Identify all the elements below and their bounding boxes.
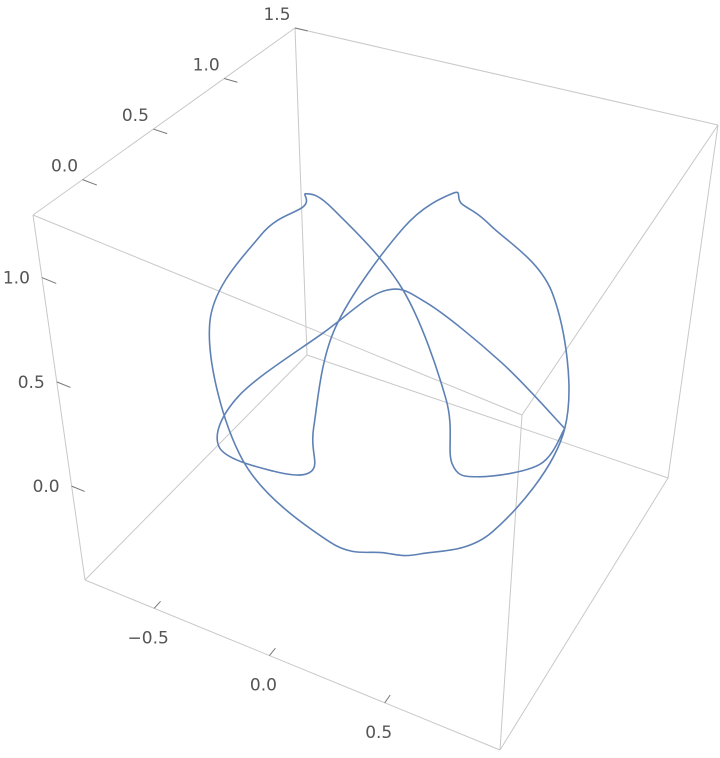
tick-label: 1.0	[193, 56, 220, 76]
tick-mark	[153, 601, 161, 609]
tick-label: −0.5	[128, 628, 169, 648]
box-edge	[32, 27, 296, 216]
tick-mark	[153, 128, 168, 135]
box-edge	[294, 27, 308, 356]
tick-mark	[294, 27, 308, 32]
box-edge	[306, 354, 669, 479]
tick-label: 1.0	[3, 269, 30, 289]
tick-label: 1.5	[263, 5, 290, 25]
tick-mark	[56, 381, 71, 388]
tick-label: 0.5	[18, 373, 45, 393]
tick-label: 0.0	[250, 676, 277, 696]
tick-label: 0.5	[365, 723, 392, 743]
tick-mark	[224, 78, 238, 83]
tick-mark	[82, 179, 98, 186]
box-edge	[32, 214, 86, 581]
box-edge	[84, 579, 501, 751]
box-edge	[84, 354, 308, 581]
box-edge	[499, 477, 669, 751]
tick-label: 0.0	[33, 477, 60, 497]
box-edge	[499, 414, 523, 751]
tick-mark	[71, 485, 85, 492]
box-edge	[521, 124, 719, 416]
curve	[208, 191, 570, 557]
tick-mark	[384, 694, 391, 704]
tick-mark	[41, 277, 57, 284]
box-edge	[294, 27, 719, 126]
tick-label: 0.5	[122, 106, 149, 126]
tick-mark	[269, 647, 276, 656]
tick-label: 0.0	[51, 157, 78, 177]
box-edge	[667, 124, 719, 479]
